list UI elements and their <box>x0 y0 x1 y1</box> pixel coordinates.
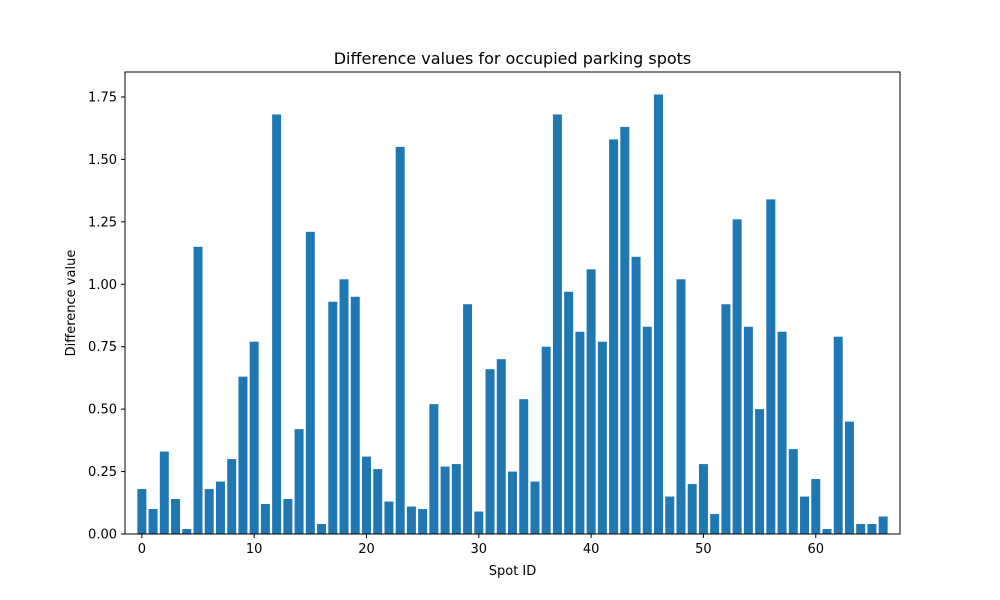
bar-spot-66 <box>878 516 888 534</box>
bar-spot-22 <box>384 501 394 534</box>
bar-spot-0 <box>137 489 147 534</box>
plot-frame <box>124 71 901 535</box>
bar-spot-2 <box>159 451 169 534</box>
y-tick-label: 1.75 <box>88 90 117 105</box>
bar-spot-39 <box>575 331 585 534</box>
bar-spot-41 <box>597 341 607 534</box>
bar-spot-9 <box>238 376 248 534</box>
bar-spot-35 <box>530 481 540 534</box>
bar-spot-42 <box>609 139 619 534</box>
x-tick-label: 10 <box>246 542 263 557</box>
bar-spot-45 <box>642 326 652 534</box>
bar-spot-33 <box>508 471 517 534</box>
x-tick-label: 20 <box>358 542 375 557</box>
bar-spot-62 <box>833 336 843 534</box>
bar-spot-48 <box>676 279 686 534</box>
bar-spot-31 <box>485 369 495 534</box>
bar-spot-3 <box>171 499 181 534</box>
y-tick-label: 0.00 <box>88 528 117 543</box>
bar-spot-34 <box>519 399 529 534</box>
bar-spot-28 <box>451 464 461 534</box>
bar-spot-32 <box>496 359 506 534</box>
bar-spot-46 <box>654 94 664 534</box>
y-axis-ticks: 0.00 0.25 0.50 0.75 1.00 1.25 1.50 1.75 <box>88 90 125 543</box>
bar-spot-40 <box>586 269 596 534</box>
y-axis-label: Difference value <box>64 250 79 357</box>
bar-spot-12 <box>272 114 282 535</box>
bar-spot-11 <box>260 504 270 534</box>
bar-spot-21 <box>373 469 383 534</box>
bar-spot-16 <box>317 524 327 534</box>
x-tick-label: 0 <box>138 542 146 557</box>
bar-spot-52 <box>721 304 731 534</box>
bar-spot-53 <box>732 219 742 534</box>
chart-title: Difference values for occupied parking s… <box>334 49 692 68</box>
y-tick-label: 1.50 <box>88 153 117 168</box>
bar-spot-64 <box>856 524 866 534</box>
bar-spot-44 <box>631 256 641 534</box>
bar-spot-47 <box>665 496 675 534</box>
y-tick-label: 1.00 <box>88 278 117 293</box>
bar-spot-56 <box>766 199 776 534</box>
bars-group <box>137 94 888 535</box>
bar-spot-25 <box>418 509 428 534</box>
bar-spot-65 <box>867 524 877 534</box>
y-tick-label: 0.75 <box>88 340 117 355</box>
x-tick-label: 30 <box>471 542 488 557</box>
bar-spot-10 <box>249 341 259 534</box>
bar-spot-6 <box>204 489 214 534</box>
bar-spot-27 <box>440 466 450 534</box>
x-tick-label: 40 <box>583 542 600 557</box>
bar-spot-55 <box>755 409 765 534</box>
bar-spot-4 <box>182 529 192 534</box>
bar-spot-20 <box>361 456 371 534</box>
x-axis-label: Spot ID <box>489 564 537 579</box>
bar-spot-30 <box>474 511 484 534</box>
bar-spot-5 <box>193 246 203 535</box>
bar-spot-26 <box>429 404 439 534</box>
y-tick-label: 0.25 <box>88 465 117 480</box>
bar-spot-61 <box>822 529 832 534</box>
bar-spot-38 <box>564 291 574 534</box>
bar-spot-23 <box>395 146 405 534</box>
y-tick-label: 0.50 <box>88 403 117 418</box>
bar-spot-1 <box>148 509 158 534</box>
bar-spot-17 <box>328 301 338 534</box>
bar-spot-51 <box>710 514 720 534</box>
bar-spot-19 <box>350 296 360 534</box>
bar-spot-8 <box>227 459 237 534</box>
bar-spot-59 <box>800 496 810 534</box>
bar-spot-43 <box>620 126 630 534</box>
x-axis-ticks: 0 10 20 30 40 50 60 <box>138 534 824 557</box>
bar-spot-24 <box>406 506 416 534</box>
bar-spot-54 <box>743 326 753 534</box>
bar-spot-36 <box>541 346 551 534</box>
bar-spot-29 <box>463 304 473 534</box>
x-tick-label: 50 <box>695 542 712 557</box>
x-tick-label: 60 <box>807 542 824 557</box>
bar-spot-18 <box>339 279 349 534</box>
bar-spot-58 <box>788 449 798 534</box>
bar-spot-15 <box>305 231 315 534</box>
bar-spot-63 <box>844 421 854 534</box>
bar-spot-60 <box>811 479 821 534</box>
bar-spot-57 <box>777 331 787 534</box>
bar-spot-49 <box>687 484 697 534</box>
y-tick-label: 1.25 <box>88 215 117 230</box>
bar-spot-37 <box>552 114 562 535</box>
bar-spot-7 <box>215 481 225 534</box>
bar-spot-50 <box>698 464 708 534</box>
bar-spot-13 <box>283 499 293 534</box>
bar-spot-14 <box>294 429 304 534</box>
